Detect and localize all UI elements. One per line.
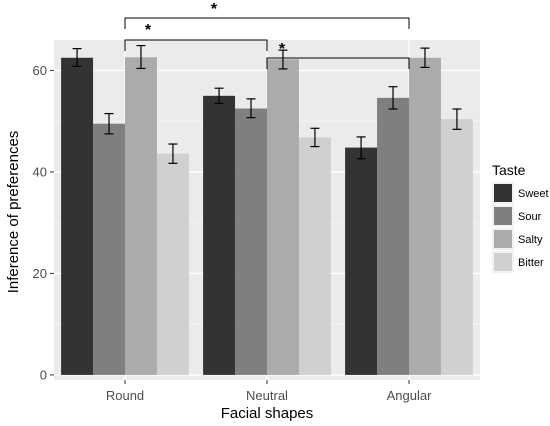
legend-swatch	[494, 184, 512, 202]
significance-brackets: * * *	[124, 1, 410, 69]
legend-item-bitter: Bitter	[492, 251, 544, 273]
error-bar-bitter-round	[168, 143, 178, 164]
error-bar-bitter-neutral	[310, 127, 320, 148]
bar-bitter-angular	[440, 119, 473, 375]
bar-bitter-round	[156, 153, 189, 375]
error-bar-sour-angular	[388, 86, 398, 110]
bars	[61, 57, 473, 375]
legend-item-salty: Salty	[492, 228, 543, 250]
y-tick-label: 0	[40, 367, 47, 382]
x-tick-label-round: Round	[106, 388, 144, 403]
legend-label: Bitter	[518, 257, 544, 269]
legend-title: Taste	[492, 162, 526, 178]
legend: Taste Sweet Sour Salty Bitter	[492, 162, 549, 273]
bar-salty-angular	[409, 57, 441, 375]
legend-item-sour: Sour	[492, 205, 542, 227]
sig-label-neutral-angular: *	[279, 41, 286, 58]
legend-swatch	[494, 230, 512, 248]
error-bar-salty-neutral	[278, 49, 288, 70]
legend-label: Salty	[518, 234, 543, 246]
legend-item-sweet: Sweet	[492, 182, 549, 204]
error-bar-sour-neutral	[246, 98, 256, 119]
sig-label-round-neutral: *	[145, 22, 152, 39]
bar-salty-round	[125, 57, 157, 375]
error-bar-salty-angular	[420, 47, 430, 69]
x-tick-label-angular: Angular	[387, 388, 432, 403]
bar-sweet-angular	[345, 147, 378, 375]
sig-bracket	[124, 39, 268, 51]
legend-label: Sour	[518, 211, 542, 223]
y-axis-title: Inference of preferences	[5, 131, 22, 294]
bar-sour-neutral	[235, 108, 267, 375]
y-tick-label: 20	[33, 266, 47, 281]
error-bar-sweet-angular	[356, 136, 366, 160]
bar-sour-round	[93, 123, 125, 375]
sig-bracket	[124, 17, 410, 29]
error-bar-sweet-round	[72, 48, 82, 67]
legend-label: Sweet	[518, 188, 549, 200]
error-bar-bitter-angular	[452, 108, 462, 130]
error-bars	[72, 44, 462, 164]
sig-label-round-angular: *	[211, 1, 218, 18]
bar-salty-neutral	[267, 59, 299, 375]
error-bar-sweet-neutral	[214, 87, 224, 105]
y-tick-label: 60	[33, 63, 47, 78]
bar-sweet-round	[61, 57, 94, 375]
error-bar-salty-round	[136, 44, 146, 70]
x-axis-title: Facial shapes	[221, 405, 314, 422]
sig-bracket	[266, 57, 410, 69]
error-bar-sour-round	[104, 112, 114, 135]
bar-bitter-neutral	[298, 137, 331, 375]
axis-ticks: 0 20 40 60 Round Neutral Angular	[33, 63, 433, 403]
x-tick-label-neutral: Neutral	[246, 388, 288, 403]
legend-swatch	[494, 253, 512, 271]
bar-sweet-neutral	[203, 95, 236, 375]
legend-swatch	[494, 207, 512, 225]
bar-sour-angular	[377, 97, 409, 375]
y-tick-label: 40	[33, 164, 47, 179]
